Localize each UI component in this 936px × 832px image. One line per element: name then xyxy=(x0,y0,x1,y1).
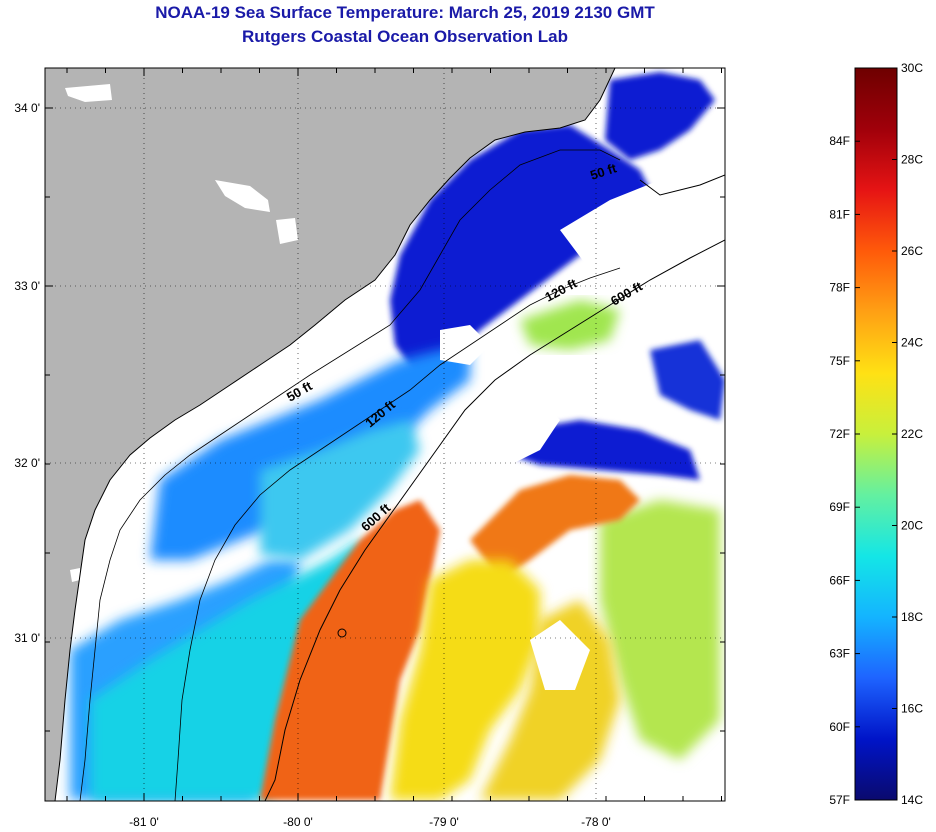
contour-120ft xyxy=(174,267,621,801)
contour-50ft xyxy=(79,149,621,801)
cloud-patch-4 xyxy=(560,170,725,340)
contour-600ft xyxy=(264,239,725,801)
sst-cold-northeast xyxy=(605,72,715,160)
land-lake-2 xyxy=(215,180,270,212)
lon-label-78: -78 0' xyxy=(581,815,611,829)
axis-ticks xyxy=(45,68,725,801)
sst-warm-green xyxy=(520,300,620,350)
map-subtitle: Rutgers Coastal Ocean Observation Lab xyxy=(242,27,568,46)
lat-label-34: 34 0' xyxy=(14,101,40,115)
sst-mild-shelf xyxy=(90,540,370,800)
sst-warm-yellow xyxy=(390,560,540,800)
contour-closed-loop xyxy=(337,628,347,638)
lat-label-31: 31 0' xyxy=(14,631,40,645)
sst-hot-gulf-stream xyxy=(260,500,440,800)
sst-cold-east xyxy=(650,340,725,420)
land-mass xyxy=(45,68,615,801)
cloud-patch-1 xyxy=(440,325,490,365)
sst-hot-eddy xyxy=(470,475,640,580)
lon-label-80: -80 0' xyxy=(283,815,313,829)
sst-warm-green-east xyxy=(600,500,720,760)
lat-label-33: 33 0' xyxy=(14,279,40,293)
lon-label-79: -79 0' xyxy=(429,815,459,829)
coastline xyxy=(54,68,616,801)
sst-cool-coastal-band xyxy=(150,345,470,560)
land-lake-4 xyxy=(70,568,80,582)
land-lake-3 xyxy=(276,218,298,244)
sst-mild-mid xyxy=(260,420,420,560)
lat-lon-grid xyxy=(45,68,725,801)
map-frame xyxy=(44,67,726,802)
land-lake-1 xyxy=(65,84,112,102)
cloud-patch-3 xyxy=(530,620,590,690)
map-title: NOAA-19 Sea Surface Temperature: March 2… xyxy=(155,3,655,22)
lon-label-81: -81 0' xyxy=(129,815,159,829)
sst-cold-patches-mid xyxy=(510,420,700,480)
lat-label-32: 32 0' xyxy=(14,456,40,470)
sst-cold-nearshore-north xyxy=(390,125,655,380)
cloud-patch-2 xyxy=(430,400,560,510)
barrier-island-line xyxy=(639,174,725,196)
